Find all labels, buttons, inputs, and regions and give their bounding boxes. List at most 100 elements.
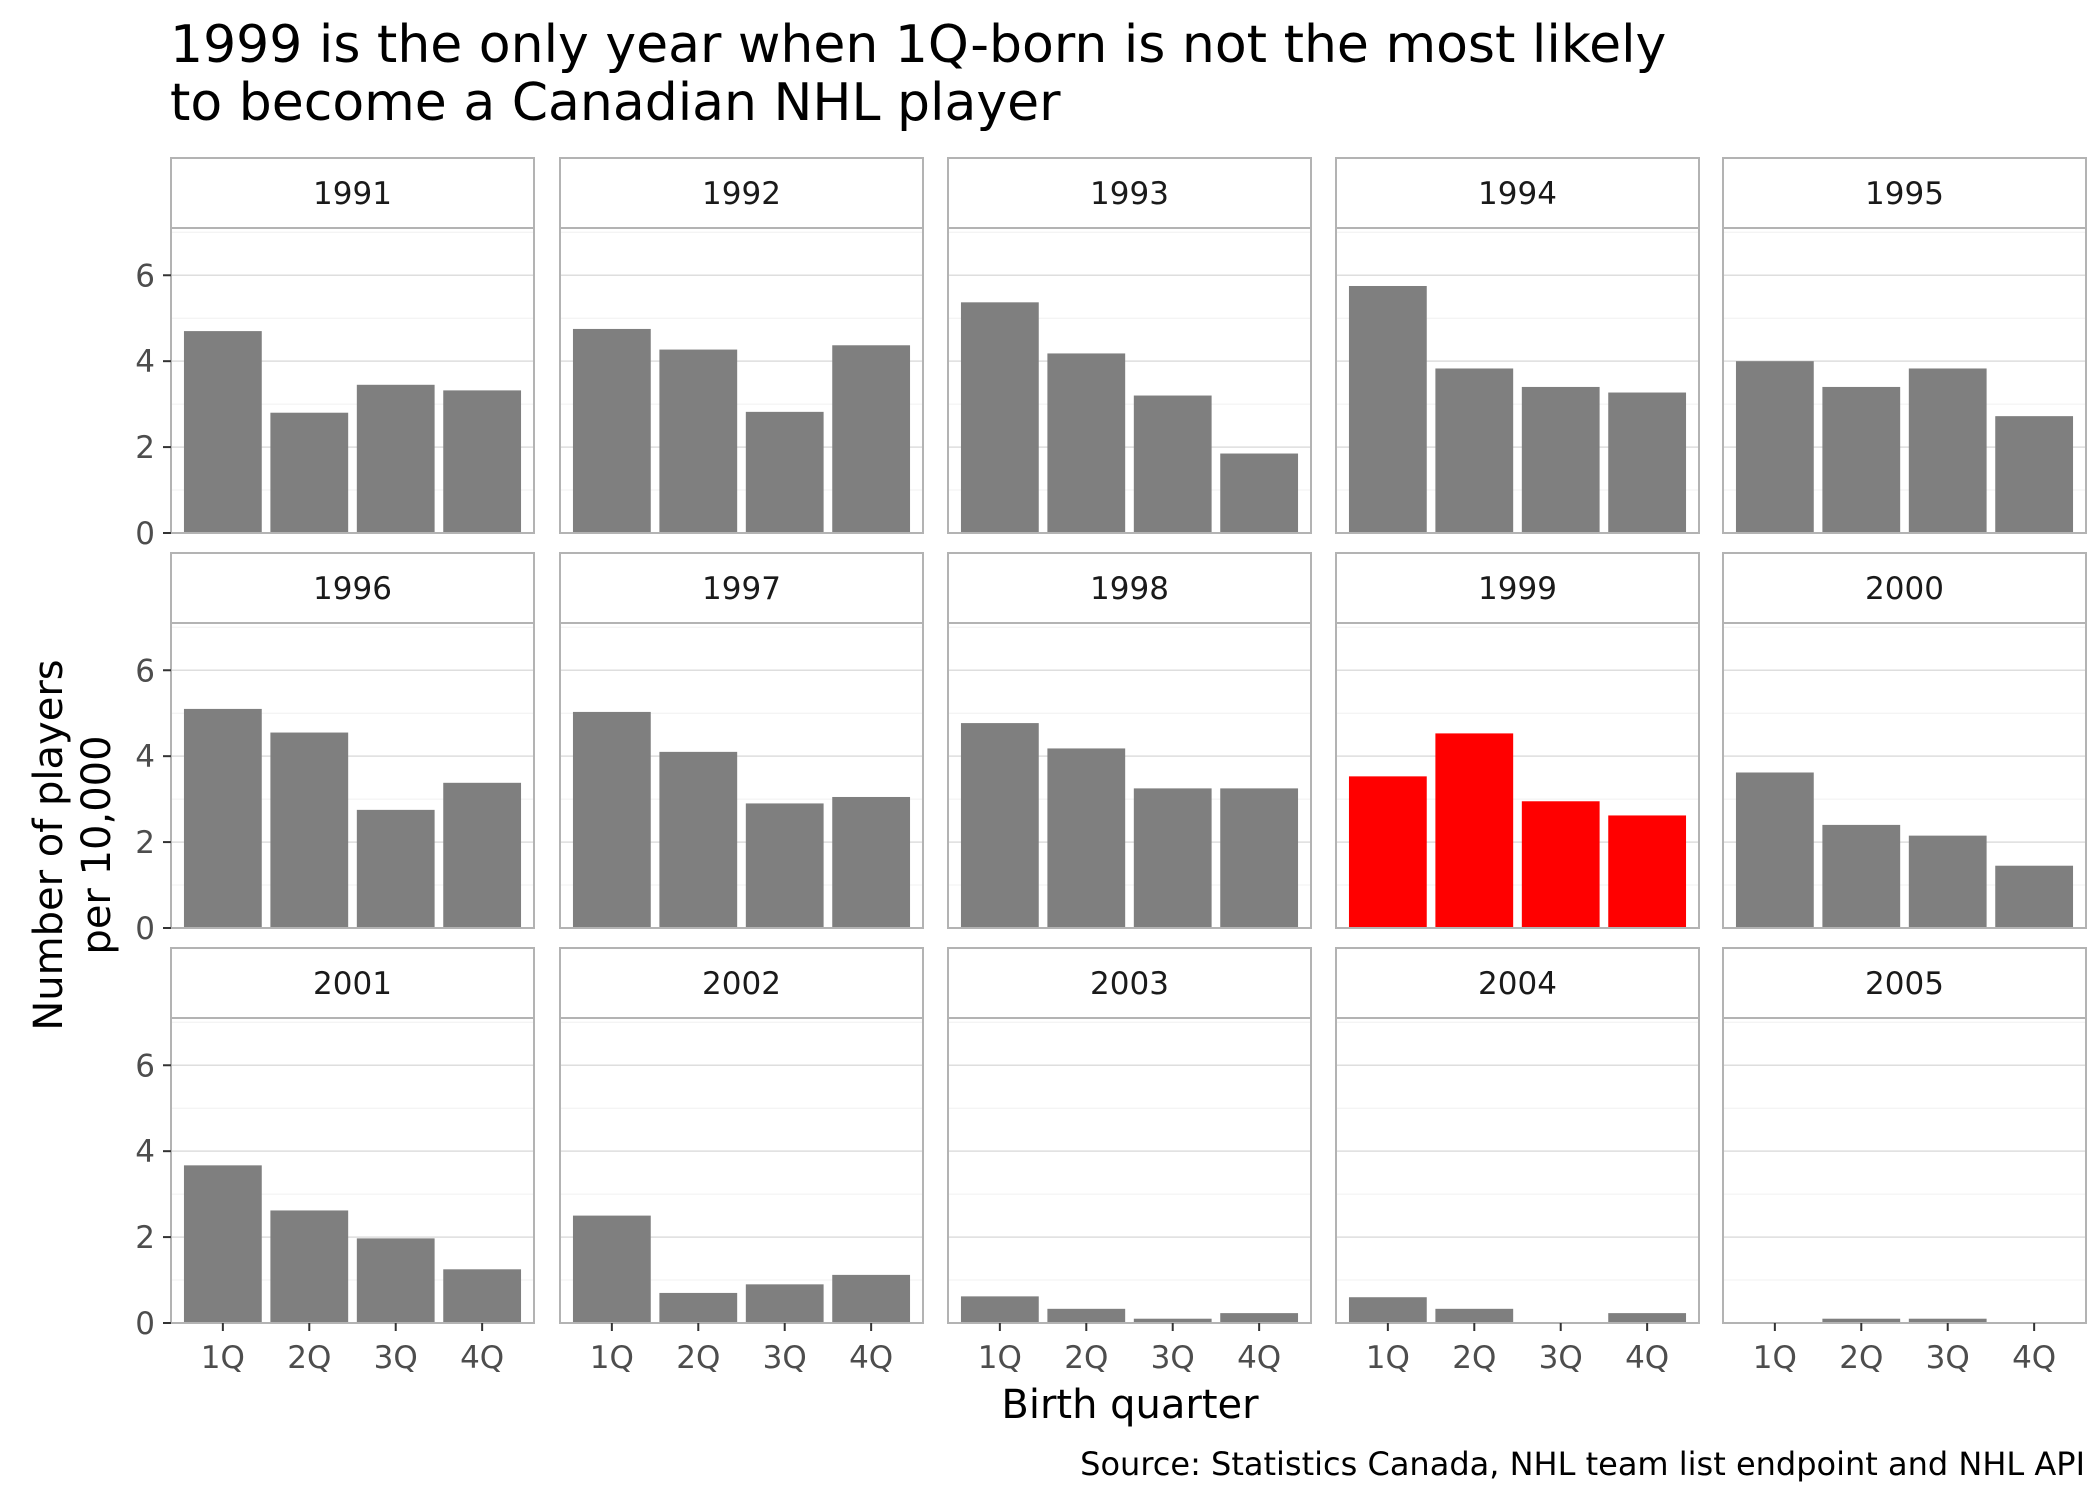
facet-strip-label: 2003	[1090, 966, 1169, 1002]
bar-2000-1Q	[1735, 772, 1814, 928]
facet-panel-1998: 1998	[947, 552, 1312, 929]
bar-1991-3Q	[356, 384, 435, 533]
facet-strip	[170, 947, 535, 1019]
bar-1999-3Q	[1521, 801, 1600, 928]
bar-1993-1Q	[960, 302, 1039, 533]
bar-2001-2Q	[270, 1210, 349, 1323]
x-tick-label: 3Q	[763, 1340, 807, 1376]
y-tick-label: 6	[135, 1048, 155, 1084]
bar-1991-2Q	[270, 412, 349, 533]
bar-1994-1Q	[1348, 285, 1427, 533]
y-tick-label: 0	[135, 516, 155, 552]
facet-strip-label: 1998	[1090, 571, 1169, 607]
bar-2004-4Q	[1608, 1313, 1687, 1323]
bar-1993-3Q	[1133, 395, 1212, 533]
facet-panel-border	[170, 622, 535, 929]
facet-strip	[1722, 947, 2087, 1019]
facet-panel-border	[947, 227, 1312, 534]
facet-panel-2003: 2003 1Q 2Q 3Q 4Q	[947, 947, 1312, 1376]
facet-panel-border	[947, 622, 1312, 929]
bar-1998-4Q	[1220, 788, 1299, 928]
facet-strip-label: 2001	[313, 966, 392, 1002]
bar-1995-3Q	[1908, 368, 1987, 533]
facet-strip	[947, 157, 1312, 229]
y-tick-label: 0	[135, 911, 155, 947]
facet-strip	[947, 947, 1312, 1019]
bar-2005-3Q	[1908, 1318, 1987, 1323]
bar-2001-3Q	[356, 1238, 435, 1323]
bar-1991-1Q	[183, 331, 262, 533]
facet-strip	[1335, 552, 1700, 624]
bar-1998-1Q	[960, 723, 1039, 928]
x-tick-label: 1Q	[1753, 1340, 1797, 1376]
bar-1997-3Q	[745, 803, 824, 928]
bar-2004-1Q	[1348, 1297, 1427, 1323]
bar-1992-1Q	[572, 328, 651, 533]
bar-2002-1Q	[572, 1215, 651, 1323]
bar-1999-2Q	[1435, 733, 1514, 928]
x-tick-label: 3Q	[374, 1340, 418, 1376]
bar-2002-3Q	[745, 1284, 824, 1323]
bar-1998-2Q	[1047, 748, 1126, 928]
y-tick-label: 4	[135, 344, 155, 380]
facet-panel-1996: 1996 0 2 4 6	[135, 552, 535, 947]
x-tick-label: 3Q	[1539, 1340, 1583, 1376]
x-tick-label: 2Q	[287, 1340, 331, 1376]
facet-panel-border	[1722, 622, 2087, 929]
bar-2001-1Q	[183, 1165, 262, 1323]
x-axis-title: Birth quarter	[1001, 1382, 1259, 1428]
x-tick-label: 4Q	[2012, 1340, 2056, 1376]
bar-1999-4Q	[1608, 815, 1687, 928]
facet-panels: 1991 0 2 4 6 1992 1993 1994 1995 1996 0 2 4 6 1997 1998…	[135, 157, 2087, 1376]
facet-strip	[559, 947, 924, 1019]
facet-panel-border	[559, 1017, 924, 1324]
facet-strip-label: 2004	[1478, 966, 1557, 1002]
y-tick-label: 0	[135, 1306, 155, 1342]
bar-2000-3Q	[1908, 835, 1987, 928]
facet-panel-border	[1722, 1017, 2087, 1324]
bar-2003-4Q	[1220, 1313, 1299, 1323]
bar-2001-4Q	[443, 1269, 522, 1323]
bar-1994-2Q	[1435, 368, 1514, 533]
bar-1996-2Q	[270, 732, 349, 928]
x-tick-label: 3Q	[1151, 1340, 1195, 1376]
facet-panel-border	[170, 1017, 535, 1324]
facet-strip-label: 2002	[702, 966, 781, 1002]
y-tick-label: 4	[135, 1134, 155, 1170]
bar-1996-3Q	[356, 809, 435, 928]
bar-1994-3Q	[1521, 386, 1600, 533]
x-tick-label: 1Q	[978, 1340, 1022, 1376]
x-tick-label: 1Q	[590, 1340, 634, 1376]
facet-panel-border	[1722, 227, 2087, 534]
y-axis-title-line-2: per 10,000	[74, 735, 120, 954]
facet-panel-1995: 1995	[1722, 157, 2087, 534]
x-tick-label: 4Q	[1237, 1340, 1281, 1376]
bar-1993-2Q	[1047, 353, 1126, 533]
facet-strip-label: 1996	[313, 571, 392, 607]
bar-1995-2Q	[1822, 386, 1901, 533]
bar-1996-1Q	[183, 708, 262, 928]
facet-panel-1993: 1993	[947, 157, 1312, 534]
facet-strip-label: 2005	[1865, 966, 1944, 1002]
facet-panel-2002: 2002 1Q 2Q 3Q 4Q	[559, 947, 924, 1376]
x-tick-label: 2Q	[1839, 1340, 1883, 1376]
y-tick-label: 6	[135, 653, 155, 689]
facet-panel-2005: 2005 1Q 2Q 3Q 4Q	[1722, 947, 2087, 1376]
facet-panel-1994: 1994	[1335, 157, 1700, 534]
bar-1995-1Q	[1735, 361, 1814, 533]
facet-strip-label: 1994	[1478, 176, 1557, 212]
facet-strip	[1722, 552, 2087, 624]
bar-1996-4Q	[443, 782, 522, 928]
bar-2003-3Q	[1133, 1318, 1212, 1323]
x-tick-label: 2Q	[1452, 1340, 1496, 1376]
x-tick-label: 4Q	[460, 1340, 504, 1376]
bar-1993-4Q	[1220, 453, 1299, 533]
facet-strip-label: 1993	[1090, 176, 1169, 212]
facet-strip	[1335, 157, 1700, 229]
bar-1999-1Q	[1348, 776, 1427, 928]
y-axis-title-line-1: Number of players	[26, 659, 72, 1030]
bar-2004-2Q	[1435, 1308, 1514, 1323]
bar-1995-4Q	[1995, 416, 2074, 533]
